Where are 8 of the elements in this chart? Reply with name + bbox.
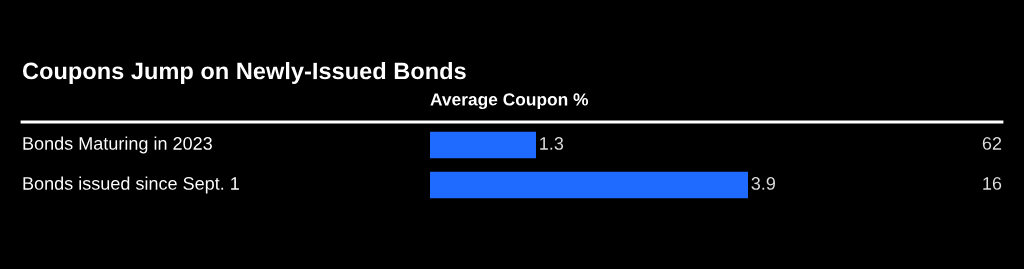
chart-title: Coupons Jump on Newly-Issued Bonds: [22, 62, 466, 84]
data-label: 3.9: [751, 177, 776, 190]
y-tick-label: Bonds Maturing in 2023: [23, 136, 212, 154]
x-axis-title: Average Coupon %: [430, 93, 589, 110]
text: 62: [982, 137, 1002, 150]
y-tick-label: Bonds issued since Sept. 1: [23, 176, 239, 194]
data-label: 1.3: [540, 137, 564, 150]
text: 16: [983, 177, 1002, 190]
